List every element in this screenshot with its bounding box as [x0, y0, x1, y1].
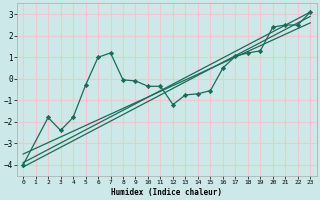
X-axis label: Humidex (Indice chaleur): Humidex (Indice chaleur) [111, 188, 222, 197]
